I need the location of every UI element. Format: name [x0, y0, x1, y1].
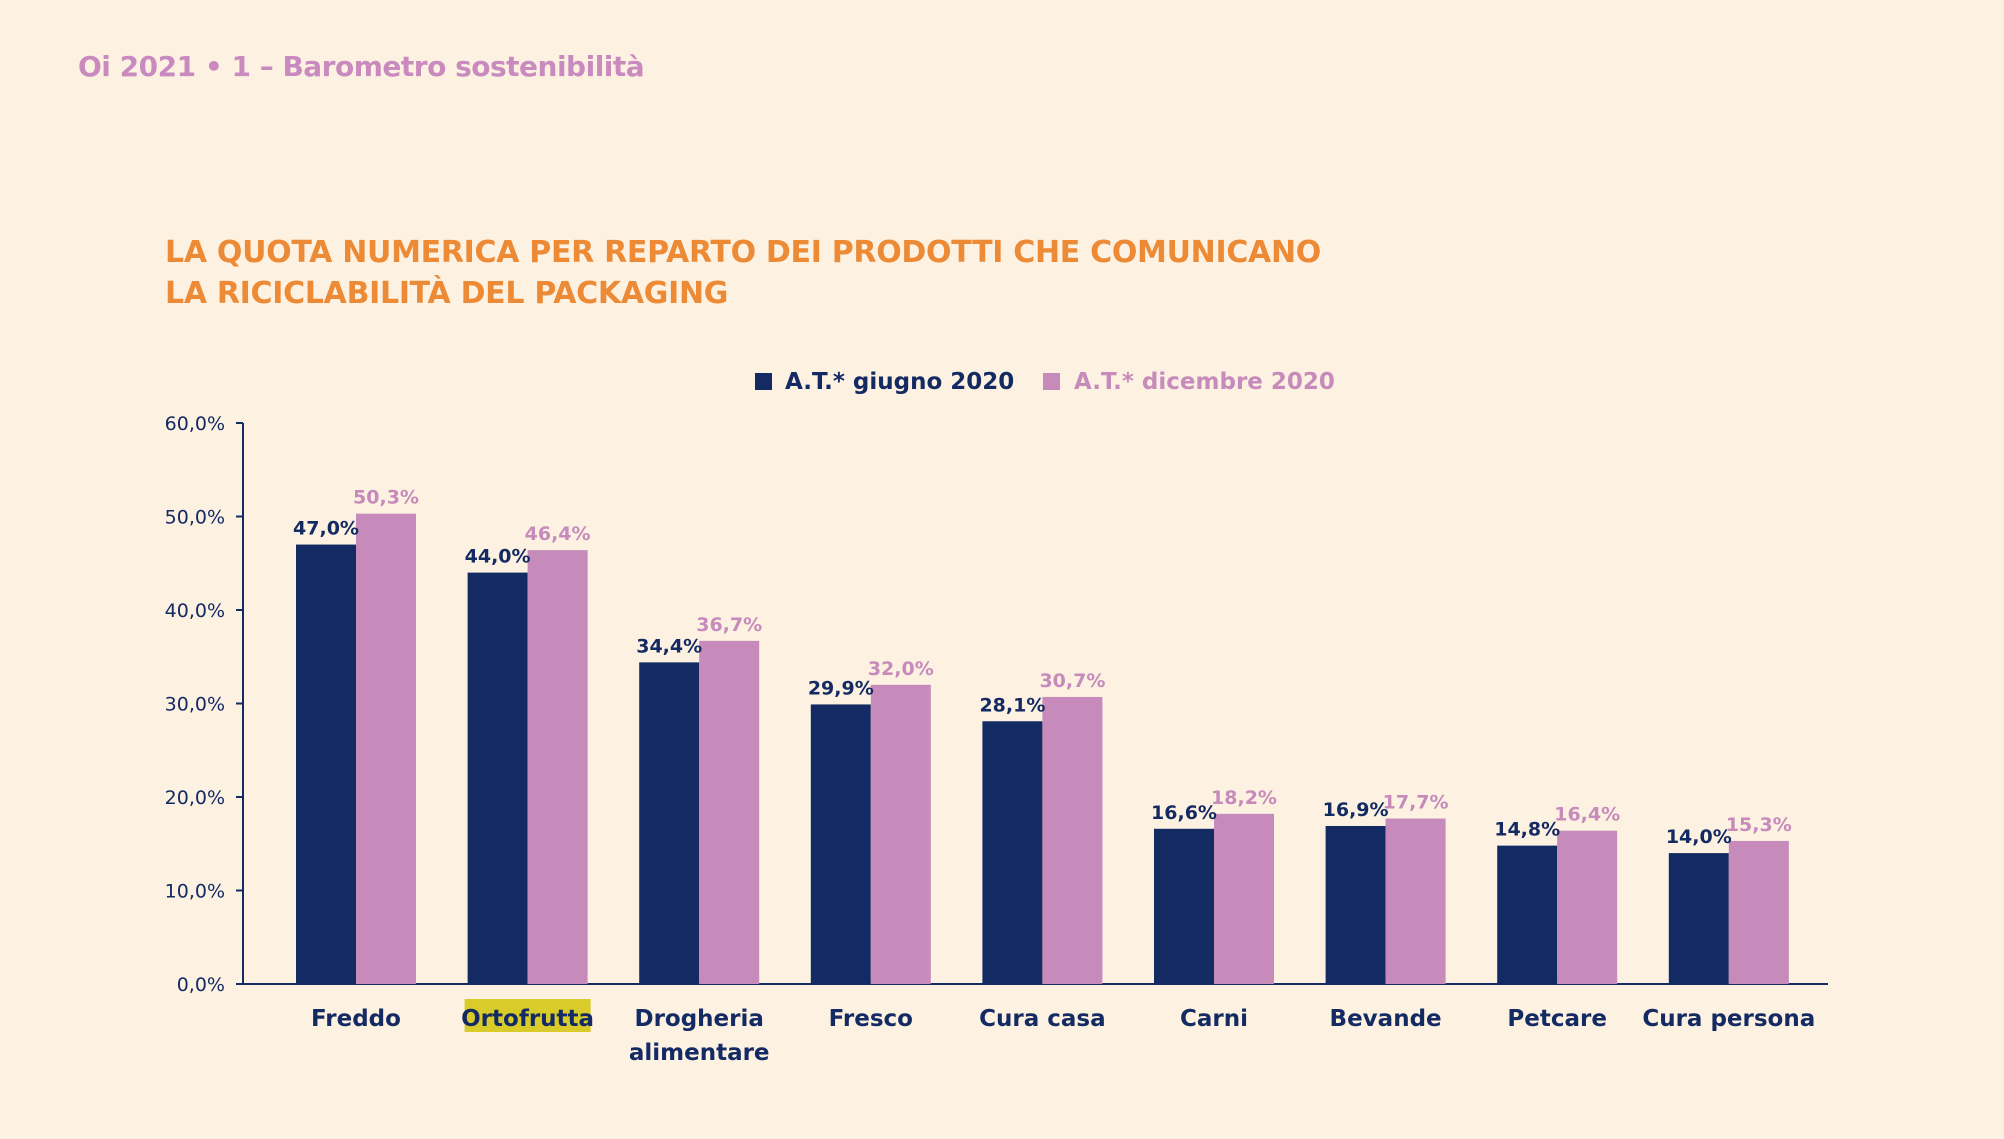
bar	[1385, 818, 1446, 984]
legend-label-series-1: A.T.* giugno 2020	[785, 369, 1014, 395]
data-label: 46,4%	[525, 523, 591, 545]
chart-title: LA QUOTA NUMERICA PER REPARTO DEI PRODOT…	[165, 232, 1321, 314]
category-label: Bevande	[1330, 1006, 1442, 1032]
category-label: alimentare	[629, 1040, 770, 1066]
legend-swatch-series-1	[755, 373, 772, 390]
category-label: Cura casa	[979, 1006, 1106, 1032]
data-label: 16,6%	[1151, 802, 1217, 824]
bar	[1497, 845, 1558, 984]
category-label: Carni	[1180, 1006, 1248, 1032]
data-label: 17,7%	[1383, 792, 1449, 814]
chart-title-line-2: LA RICICLABILITÀ DEL PACKAGING	[165, 276, 729, 311]
bars	[296, 513, 1789, 984]
bar	[810, 704, 871, 984]
category-highlight	[464, 999, 591, 1032]
data-label: 30,7%	[1039, 670, 1105, 692]
y-tick-label: 30,0%	[165, 694, 225, 716]
y-tick-label: 60,0%	[165, 413, 225, 435]
bar	[639, 662, 700, 984]
data-label: 47,0%	[293, 518, 359, 540]
data-label: 18,2%	[1211, 787, 1277, 809]
category-labels: Freddo Ortofrutta Drogheria alimentare Fresc…	[311, 999, 1815, 1066]
data-label: 29,9%	[808, 677, 874, 699]
category-label: Petcare	[1507, 1006, 1607, 1032]
bar	[1154, 828, 1214, 984]
bar	[870, 684, 931, 984]
legend-label-series-2: A.T.* dicembre 2020	[1074, 369, 1335, 395]
data-label: 16,9%	[1323, 799, 1389, 821]
data-label: 14,8%	[1494, 819, 1560, 841]
bar	[467, 572, 528, 984]
data-label: 34,4%	[636, 635, 702, 657]
y-axis: 0,0% 10,0% 20,0% 30,0% 40,0% 50,0% 60,0%	[165, 413, 244, 996]
bar	[296, 544, 356, 984]
data-label: 16,4%	[1554, 804, 1620, 826]
data-label: 50,3%	[353, 487, 419, 509]
bar	[699, 640, 760, 984]
bar	[1728, 840, 1789, 984]
y-tick-label: 0,0%	[177, 974, 225, 996]
chart-title-line-1: LA QUOTA NUMERICA PER REPARTO DEI PRODOT…	[165, 235, 1321, 270]
category-label: Fresco	[829, 1006, 913, 1032]
bar	[1042, 696, 1103, 984]
data-label: 28,1%	[979, 694, 1045, 716]
bar	[1668, 853, 1729, 984]
y-tick-label: 40,0%	[165, 600, 225, 622]
bar	[527, 550, 588, 984]
bar	[1214, 813, 1274, 984]
bar	[1325, 825, 1386, 984]
legend-swatch-series-2	[1043, 373, 1060, 390]
bar	[982, 721, 1043, 984]
category-label: Freddo	[311, 1006, 401, 1032]
y-tick-label: 10,0%	[165, 881, 225, 903]
category-label: Drogheria	[634, 1006, 763, 1032]
bar	[356, 513, 416, 984]
data-label: 15,3%	[1726, 814, 1792, 836]
data-label: 32,0%	[868, 658, 934, 680]
data-label: 36,7%	[696, 614, 762, 636]
bar	[1557, 830, 1618, 984]
category-label: Cura persona	[1642, 1006, 1815, 1032]
y-tick-label: 20,0%	[165, 787, 225, 809]
page-header: Oi 2021 • 1 – Barometro sostenibilità	[78, 50, 645, 83]
data-label: 14,0%	[1666, 826, 1732, 848]
legend: A.T.* giugno 2020 A.T.* dicembre 2020	[755, 369, 1335, 395]
y-tick-label: 50,0%	[165, 507, 225, 529]
value-labels: 47,0% 50,3% 44,0%46,4% 34,4%36,7% 29,9%32,0%…	[293, 487, 1792, 848]
data-label: 44,0%	[465, 546, 531, 568]
category-label: Ortofrutta	[461, 1006, 594, 1032]
